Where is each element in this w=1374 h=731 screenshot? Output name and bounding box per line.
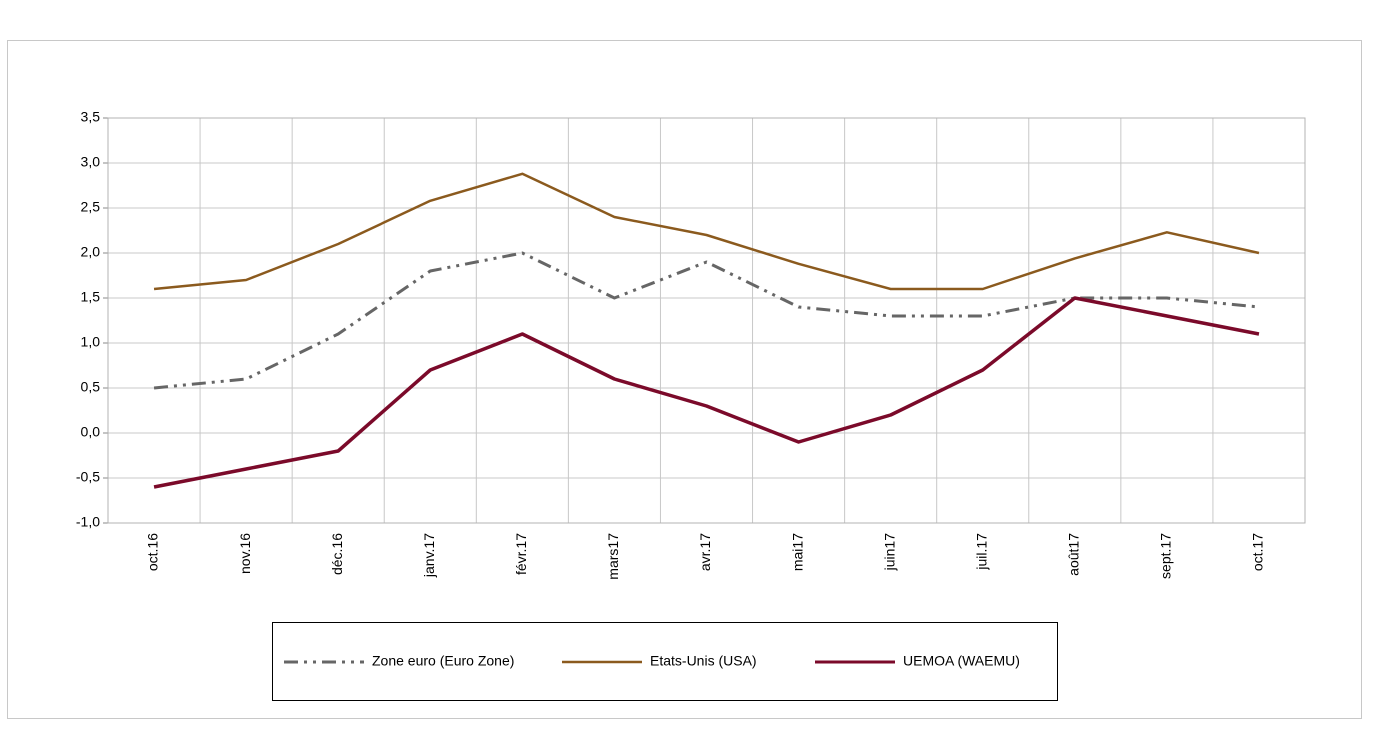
chart-frame	[7, 40, 1362, 719]
plot-area	[107, 117, 1306, 524]
legend-label: Etats-Unis (USA)	[650, 653, 757, 669]
y-tick-label: 1,0	[81, 334, 101, 350]
x-tick-label: juin17	[881, 533, 897, 572]
x-tick-label: oct.17	[1250, 533, 1266, 571]
legend-box	[272, 622, 1058, 701]
y-tick-label: 2,0	[81, 244, 101, 260]
series-line	[153, 172, 1260, 291]
x-tick-label: déc.16	[329, 533, 345, 575]
x-tick-label: mars17	[605, 533, 621, 580]
legend-label: UEMOA (WAEMU)	[903, 653, 1020, 669]
series-line	[153, 296, 1260, 489]
x-tick-label: oct.16	[145, 533, 161, 571]
y-tick-label: -1,0	[76, 514, 100, 530]
legend-label: Zone euro (Euro Zone)	[372, 653, 514, 669]
y-tick-label: 3,0	[81, 154, 101, 170]
x-tick-label: janv.17	[421, 533, 437, 578]
x-tick-label: avr.17	[697, 533, 713, 571]
x-tick-label: août17	[1066, 533, 1082, 576]
x-tick-label: juil.17	[973, 533, 989, 571]
series-line	[153, 251, 1260, 390]
y-tick-label: 1,5	[81, 289, 101, 305]
x-tick-label: nov.16	[237, 533, 253, 574]
x-tick-label: sept.17	[1158, 533, 1174, 579]
y-tick-label: 0,5	[81, 379, 101, 395]
x-tick-label: févr.17	[513, 533, 529, 575]
y-tick-label: -0,5	[76, 469, 100, 485]
y-tick-label: 0,0	[81, 424, 101, 440]
y-tick-label: 3,5	[81, 109, 101, 125]
y-tick-label: 2,5	[81, 199, 101, 215]
x-tick-label: mai17	[789, 533, 805, 571]
